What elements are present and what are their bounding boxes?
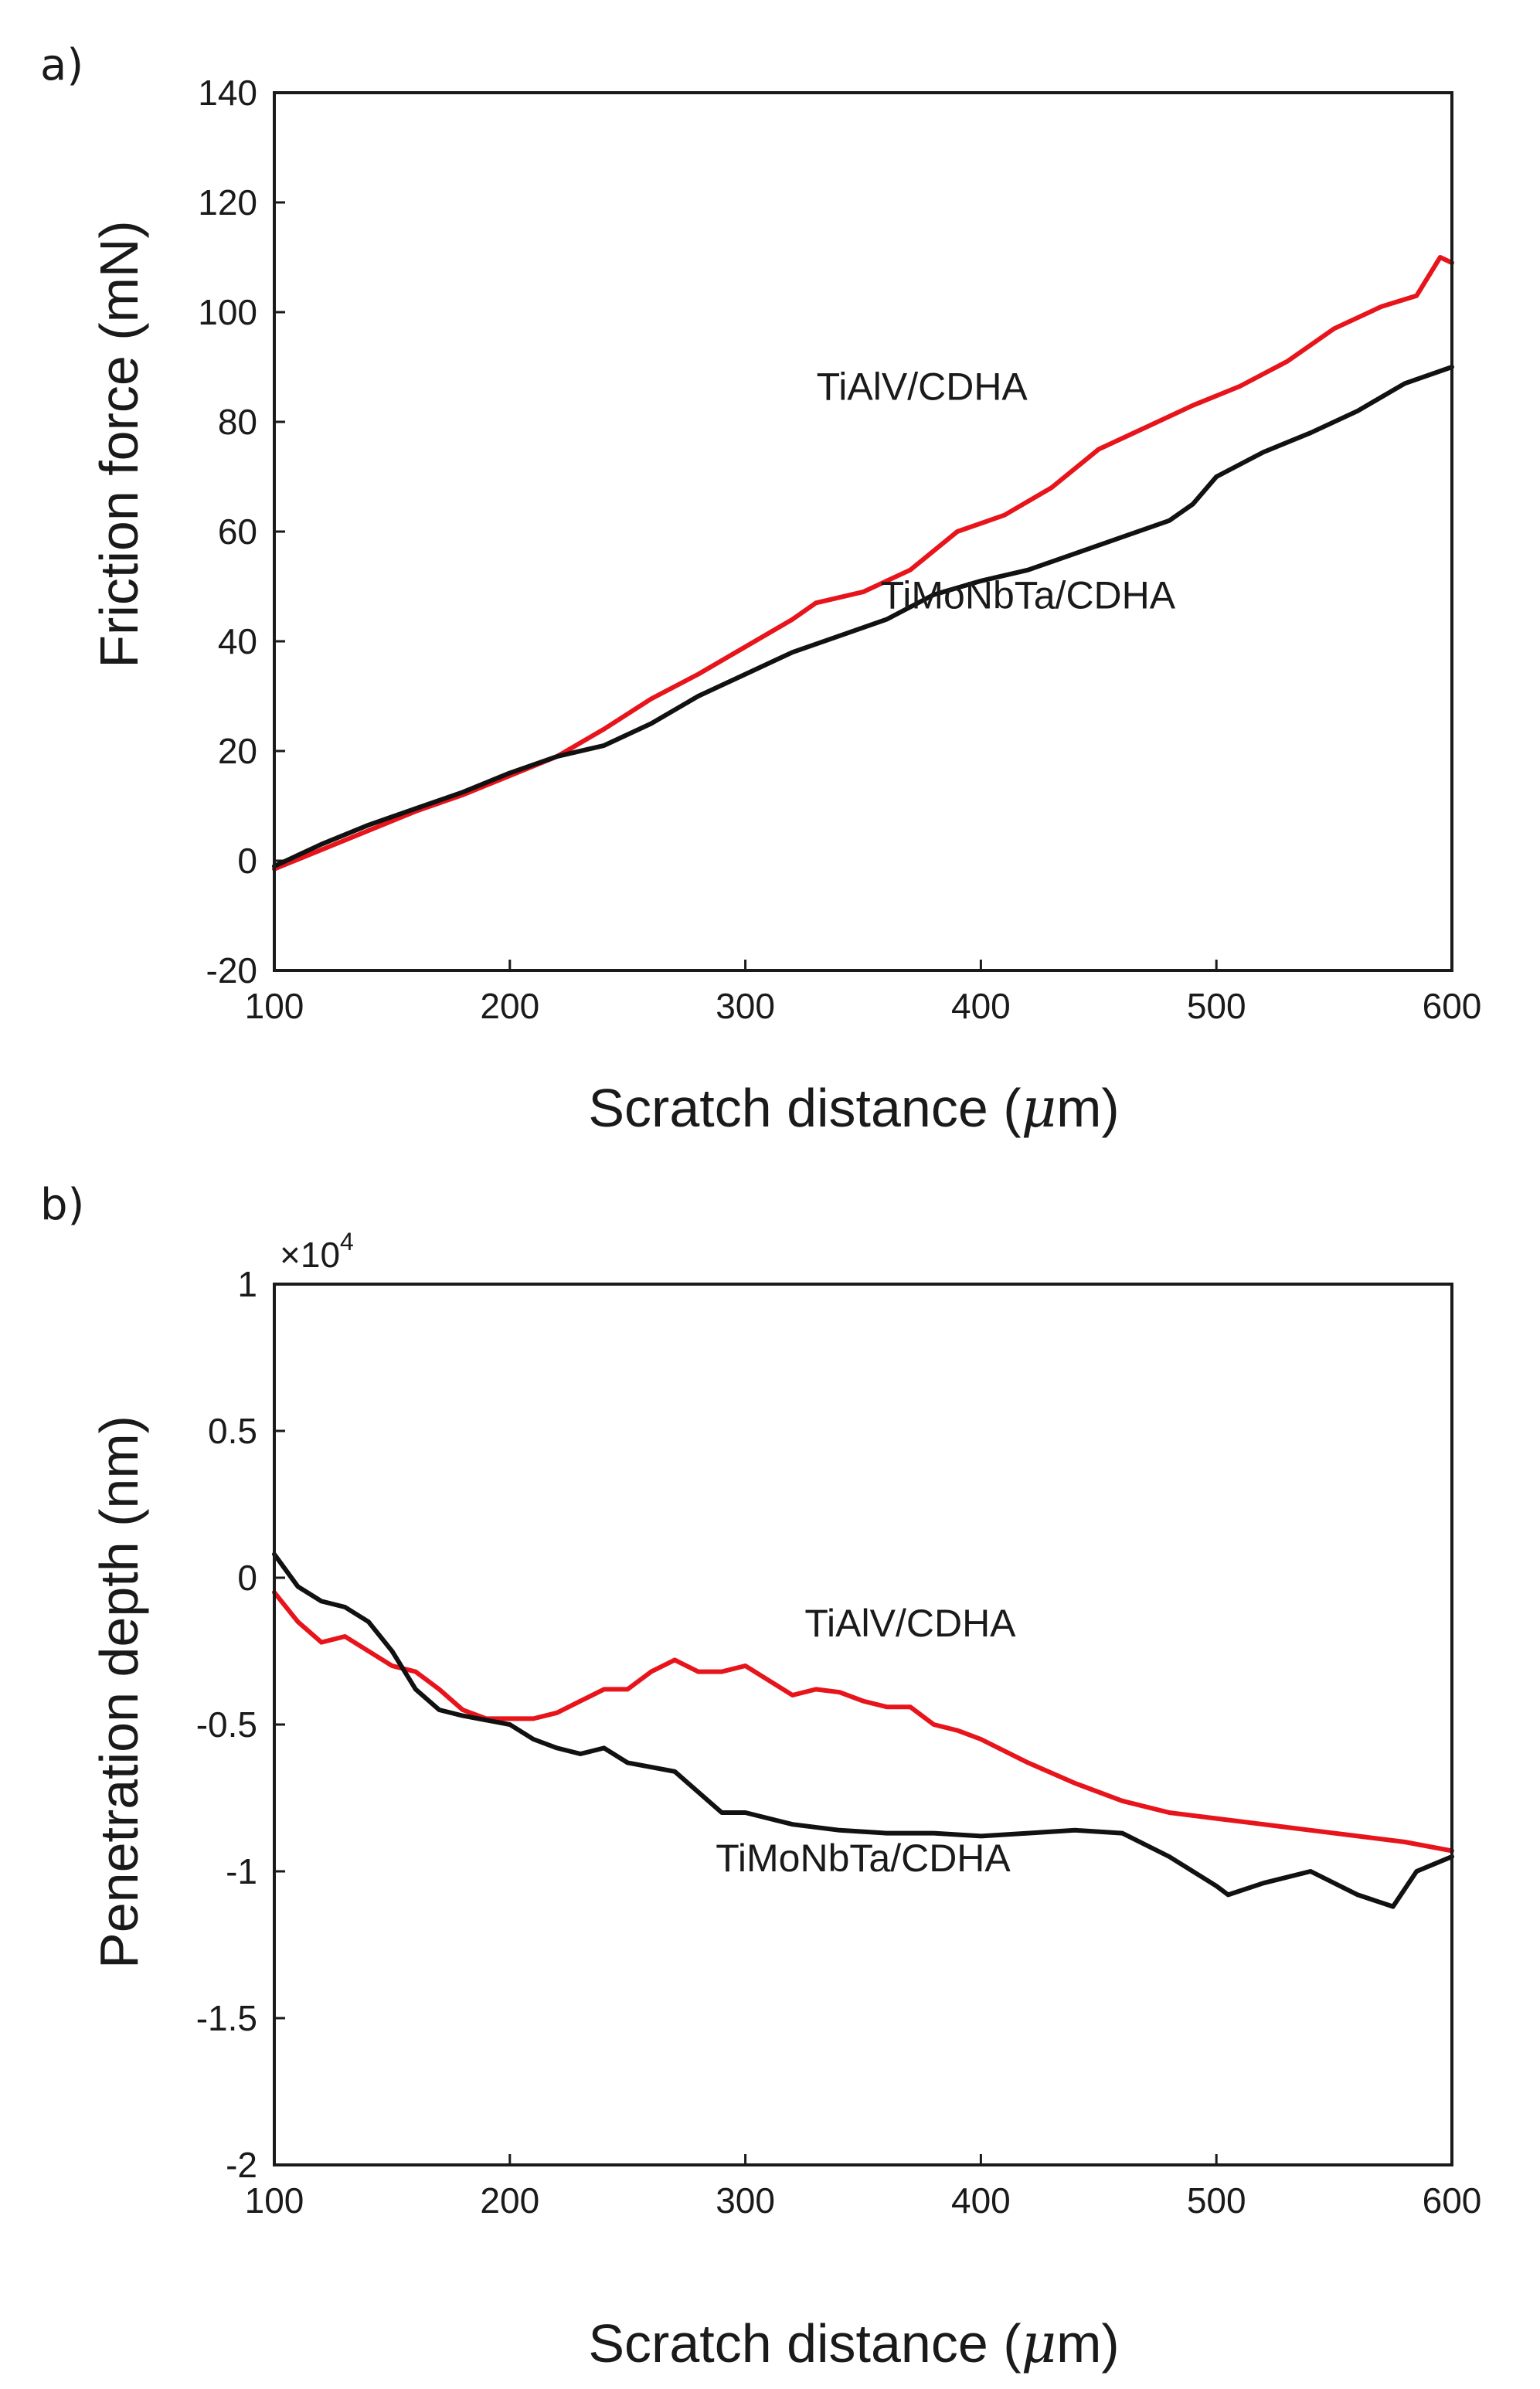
panel-b-chart: b) ×104 Penetration depth (nm) Scratch d…	[40, 1180, 1481, 2375]
panel-b-x-tick-label: 500	[1187, 2180, 1246, 2221]
panel-a-x-tick-label: 600	[1423, 986, 1482, 1026]
panel-a-chart: a) Friction force (mN) Scratch distance …	[40, 40, 1481, 1140]
panel-b-y-multiplier-base: ×10	[280, 1235, 340, 1275]
panel-b-y-multiplier: ×104	[280, 1228, 354, 1275]
panel-a-annotation-timonbta: TiMoNbTa/CDHA	[881, 573, 1176, 617]
panel-b-axes: 100 200 300 400 500 600 -2 -1.5 -1 -0.5 0 0.5 1	[196, 1264, 1482, 2221]
panel-a-annotation-tialv: TiAlV/CDHA	[817, 365, 1028, 409]
panel-b-x-tick-label: 200	[480, 2180, 539, 2221]
panel-a-series	[272, 255, 1454, 872]
panel-b-line-timonbta-cdha	[272, 1551, 1454, 1909]
panel-a-x-axis-title-text: Scratch distance (	[588, 1078, 1021, 1138]
panel-a-x-axis-title: Scratch distance (μm)	[588, 1076, 1119, 1140]
panel-b-y-tick-label: 0	[237, 1558, 257, 1598]
panel-b-x-axis-title: Scratch distance (μm)	[588, 2312, 1119, 2375]
panel-b-x-axis-title-text: Scratch distance (	[588, 2313, 1021, 2374]
panel-b-y-tick-label: -1	[226, 1851, 257, 1891]
panel-a-y-tick-label: 20	[218, 731, 257, 771]
panel-a-y-axis-title: Friction force (mN)	[89, 220, 149, 668]
panel-b-series	[272, 1551, 1454, 1909]
panel-a-x-tick-label: 400	[951, 986, 1011, 1026]
panel-a-x-tick-label: 300	[716, 986, 775, 1026]
panel-b-x-axis-unit-symbol: μ	[1022, 2312, 1057, 2375]
panel-b-y-axis-title: Penetration depth (nm)	[89, 1415, 149, 1969]
panel-b-plot-frame	[273, 1283, 1453, 2166]
panel-b-y-tick-label: -2	[226, 2145, 257, 2185]
panel-b-y-tick-label: -0.5	[196, 1704, 257, 1745]
panel-a-line-tialv-cdha	[272, 255, 1454, 872]
panel-b-annotation-timonbta: TiMoNbTa/CDHA	[716, 1837, 1011, 1880]
panel-a-y-tick-label: 40	[218, 621, 257, 661]
panel-b-y-multiplier-exponent: 4	[340, 1228, 354, 1256]
panel-a-y-tick-label: 100	[198, 292, 257, 332]
panel-b-annotation-tialv: TiAlV/CDHA	[804, 1602, 1016, 1645]
panel-b-y-tick-label: 1	[237, 1264, 257, 1304]
panel-b-x-tick-label: 600	[1423, 2180, 1482, 2221]
panel-a-axes: 100 200 300 400 500 600 -20 0 20 40 60 80 100 120 140	[198, 73, 1481, 1026]
panel-b-x-tick-label: 400	[951, 2180, 1011, 2221]
panel-a-y-tick-label: 80	[218, 402, 257, 442]
panel-a-x-tick-label: 500	[1187, 986, 1246, 1026]
panel-b-x-tick-label: 100	[245, 2180, 304, 2221]
panel-a-label: a)	[40, 40, 83, 90]
panel-b-x-tick-label: 300	[716, 2180, 775, 2221]
panel-a-y-tick-label: 60	[218, 511, 257, 552]
panel-b-x-axis-unit-rest: m)	[1056, 2313, 1120, 2374]
panel-a-y-tick-label: 0	[237, 841, 257, 881]
panel-b-y-tick-label: 0.5	[208, 1411, 257, 1451]
panel-a-x-tick-label: 200	[480, 986, 539, 1026]
panel-a-y-tick-label: 120	[198, 182, 257, 223]
panel-a-x-axis-unit-rest: m)	[1056, 1078, 1120, 1138]
panel-a-x-tick-label: 100	[245, 986, 304, 1026]
panel-b-line-tialv-cdha	[272, 1590, 1454, 1854]
panel-b-label: b)	[40, 1180, 84, 1230]
panel-a-x-axis-unit-symbol: μ	[1022, 1076, 1057, 1140]
panel-a-y-tick-label: -20	[206, 950, 257, 991]
panel-a-line-timonbta-cdha	[272, 365, 1454, 869]
panel-a-plot-frame	[273, 91, 1453, 972]
panel-b-y-tick-label: -1.5	[196, 1998, 257, 2038]
panel-a-y-tick-label: 140	[198, 73, 257, 113]
